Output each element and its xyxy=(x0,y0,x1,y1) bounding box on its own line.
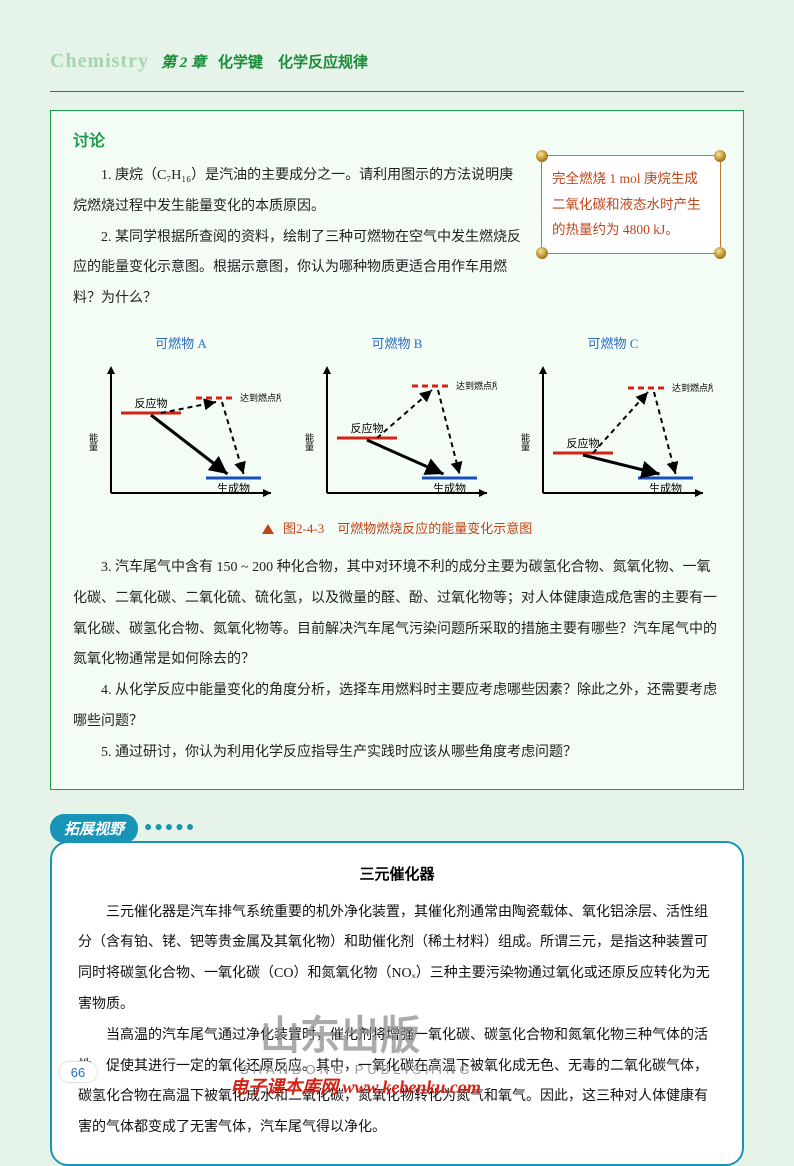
diagram-b-title: 可燃物 B xyxy=(289,333,505,352)
diagram-a-title: 可燃物 A xyxy=(73,333,289,352)
discussion-q3: 3. 汽车尾气中含有 150 ~ 200 种化合物，其中对环境不利的成分主要为碳… xyxy=(73,553,721,676)
svg-text:达到燃点所需能量: 达到燃点所需能量 xyxy=(672,382,713,393)
caption-triangle-icon xyxy=(262,524,274,534)
chapter-subtitle: 化学键 化学反应规律 xyxy=(218,51,368,72)
svg-text:反应物: 反应物 xyxy=(567,436,600,450)
expand-box: 三元催化器 三元催化器是汽车排气系统重要的机外净化装置，其催化剂通常由陶瓷载体、… xyxy=(50,841,744,1166)
expand-title: 三元催化器 xyxy=(78,863,716,884)
expand-p1: 三元催化器是汽车排气系统重要的机外净化装置，其催化剂通常由陶瓷载体、氧化铝涂层、… xyxy=(78,898,716,1021)
discussion-q4: 4. 从化学反应中能量变化的角度分析，选择车用燃料时主要应考虑哪些因素？除此之外… xyxy=(73,676,721,738)
discussion-q1: 1. 庚烷（C₇H₁₆）是汽油的主要成分之一。请利用图示的方法说明庚烷燃烧过程中… xyxy=(73,161,521,223)
page-header: Chemistry 第 2 章 化学键 化学反应规律 xyxy=(50,50,744,73)
svg-text:生成物: 生成物 xyxy=(649,481,682,495)
expand-p2: 当高温的汽车尾气通过净化装置时，催化剂将增强一氧化碳、碳氢化合物和氮氧化物三种气… xyxy=(78,1021,716,1144)
expand-dots-icon: ●●●●● xyxy=(144,820,196,836)
diagram-c: 可燃物 C 能量 反应物 达到燃点所需能量生成物 xyxy=(505,333,721,508)
discussion-box: 讨论 完全燃烧 1 mol 庚烷生成二氧化碳和液态水时产生的热量约为 4800 … xyxy=(50,110,744,790)
svg-text:能量: 能量 xyxy=(520,432,530,451)
margin-note: 完全燃烧 1 mol 庚烷生成二氧化碳和液态水时产生的热量约为 4800 kJ。 xyxy=(541,155,721,254)
svg-text:生成物: 生成物 xyxy=(433,481,466,495)
discussion-q5: 5. 通过研讨，你认为利用化学反应指导生产实践时应该从哪些角度考虑问题？ xyxy=(73,738,721,769)
diagram-a-svg: 能量 反应物 达到燃点所需能量生成物 xyxy=(81,358,281,508)
diagram-c-svg: 能量 反应物 达到燃点所需能量生成物 xyxy=(513,358,713,508)
page-number: 66 xyxy=(58,1061,98,1083)
svg-text:达到燃点所需能量: 达到燃点所需能量 xyxy=(240,392,281,403)
svg-text:能量: 能量 xyxy=(304,432,314,451)
expand-badge: 拓展视野 xyxy=(50,814,138,843)
svg-text:生成物: 生成物 xyxy=(217,481,250,495)
svg-text:反应物: 反应物 xyxy=(135,396,168,410)
svg-text:反应物: 反应物 xyxy=(351,421,384,435)
energy-diagrams-row: 可燃物 A 能量 反应物 达到燃点所需能量生成物 可燃物 B 能量 反应物 达到燃点所需… xyxy=(73,333,721,508)
svg-text:达到燃点所需能量: 达到燃点所需能量 xyxy=(456,380,497,391)
diagram-c-title: 可燃物 C xyxy=(505,333,721,352)
diagram-b: 可燃物 B 能量 反应物 达到燃点所需能量生成物 xyxy=(289,333,505,508)
figure-caption-text: 图2-4-3 可燃物燃烧反应的能量变化示意图 xyxy=(283,521,532,536)
chapter-number: 第 2 章 xyxy=(161,51,206,72)
svg-text:能量: 能量 xyxy=(88,432,98,451)
expand-header: 拓展视野 ●●●●● xyxy=(50,814,744,843)
margin-note-text: 完全燃烧 1 mol 庚烷生成二氧化碳和液态水时产生的热量约为 4800 kJ。 xyxy=(552,171,701,237)
discussion-intro: 1. 庚烷（C₇H₁₆）是汽油的主要成分之一。请利用图示的方法说明庚烷燃烧过程中… xyxy=(73,161,521,315)
diagram-b-svg: 能量 反应物 达到燃点所需能量生成物 xyxy=(297,358,497,508)
discussion-title: 讨论 xyxy=(73,127,721,151)
diagram-a: 可燃物 A 能量 反应物 达到燃点所需能量生成物 xyxy=(73,333,289,508)
brand-word: Chemistry xyxy=(50,50,149,73)
header-rule xyxy=(50,91,744,92)
figure-caption: 图2-4-3 可燃物燃烧反应的能量变化示意图 xyxy=(73,518,721,537)
discussion-q2: 2. 某同学根据所查阅的资料，绘制了三种可燃物在空气中发生燃烧反应的能量变化示意… xyxy=(73,223,521,315)
